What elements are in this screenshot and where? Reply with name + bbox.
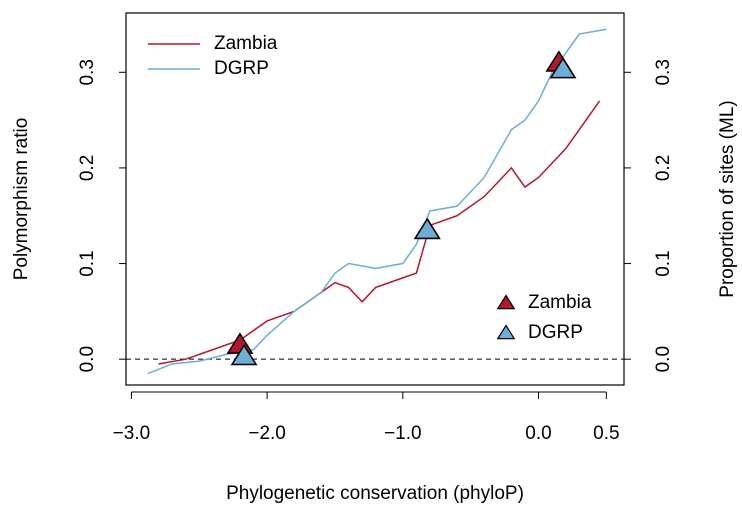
x-tick-label: 0.5 (593, 423, 619, 444)
legend-label: DGRP (528, 322, 583, 343)
y2-tick-label: 0.3 (653, 59, 674, 85)
x-tick-label: 0.0 (525, 423, 551, 444)
y-axis-title: Polymorphism ratio (11, 118, 32, 281)
y-tick-label: 0.0 (77, 346, 98, 372)
legend-swatch (496, 294, 516, 310)
y2-tick-label: 0.1 (653, 250, 674, 276)
x-tick-label: −1.0 (384, 423, 422, 444)
triangle-marker (549, 57, 577, 79)
data-line (158, 100, 601, 365)
y2-tick-label: 0.2 (653, 155, 674, 181)
y-tick-label: 0.2 (77, 155, 98, 181)
legend-label: Zambia (528, 292, 592, 313)
legend-label: Zambia (214, 33, 278, 54)
legend-swatch (496, 324, 516, 340)
x-tick-label: −3.0 (113, 423, 151, 444)
triangle-marker (230, 343, 258, 366)
y-tick-label: 0.3 (77, 59, 98, 85)
triangle-marker (413, 217, 441, 240)
y-tick-label: 0.1 (77, 250, 98, 276)
legend-label: DGRP (214, 58, 269, 79)
plot-frame (125, 12, 625, 386)
y2-axis-title: Proportion of sites (ML) (717, 100, 738, 297)
x-tick-label: −2.0 (248, 423, 286, 444)
y2-tick-label: 0.0 (653, 346, 674, 372)
x-axis-title: Phylogenetic conservation (phyloP) (226, 483, 524, 504)
